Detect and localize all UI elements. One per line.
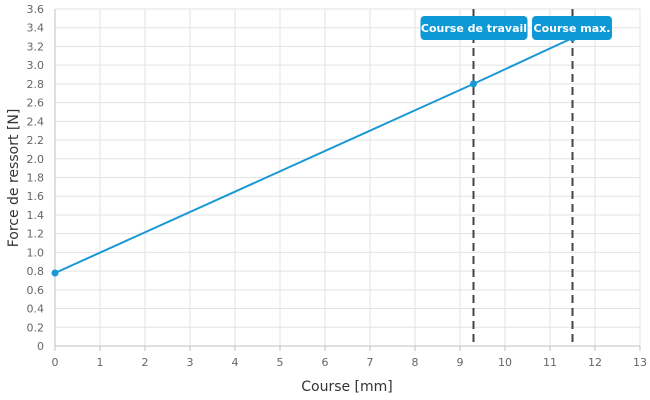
reference-label-box-1 (532, 16, 612, 40)
grid (54, 8, 641, 347)
x-tick-label-6: 6 (322, 356, 329, 369)
x-tick-label-7: 7 (367, 356, 374, 369)
y-tick-label-7: 1.4 (27, 209, 45, 222)
x-tick-label-12: 12 (588, 356, 602, 369)
y-tick-label-18: 3.6 (27, 3, 45, 16)
x-tick-label-13: 13 (633, 356, 647, 369)
x-tick-label-11: 11 (543, 356, 557, 369)
y-tick-label-13: 2.6 (27, 97, 45, 110)
reference-labels: Course de travail Course max. (420, 16, 612, 40)
y-tick-label-3: 0.6 (27, 284, 45, 297)
x-axis-title: Course [mm] (301, 379, 393, 395)
x-tick-label-4: 4 (232, 356, 239, 369)
x-tick-label-8: 8 (412, 356, 419, 369)
series-line-0 (54, 37, 573, 274)
x-tick-label-0: 0 (52, 356, 59, 369)
y-tick-label-10: 2.0 (27, 153, 45, 166)
tick-labels: 0 1 2 3 4 5 6 7 8 9 10 11 12 1300.20.40.60.81.01.21.4… (27, 3, 648, 369)
reference-lines (472, 9, 574, 346)
x-tick-label-5: 5 (277, 356, 284, 369)
x-tick-label-3: 3 (187, 356, 194, 369)
y-tick-label-6: 1.2 (27, 228, 45, 241)
y-tick-label-15: 3.0 (27, 59, 45, 72)
x-tick-label-2: 2 (142, 356, 149, 369)
reference-label-0: Course de travail (421, 22, 527, 35)
y-tick-label-2: 0.4 (27, 303, 45, 316)
y-tick-label-17: 3.4 (27, 22, 45, 35)
y-tick-label-12: 2.4 (27, 115, 45, 128)
reference-label-1: Course max. (534, 22, 611, 35)
series-layer (51, 34, 576, 277)
y-tick-label-0: 0 (37, 340, 44, 353)
y-tick-label-11: 2.2 (27, 134, 45, 147)
x-tick-label-10: 10 (498, 356, 512, 369)
y-tick-label-16: 3.2 (27, 40, 45, 53)
x-tick-label-9: 9 (457, 356, 464, 369)
y-tick-label-14: 2.8 (27, 78, 45, 91)
y-tick-label-1: 0.2 (27, 321, 45, 334)
y-tick-label-5: 1.0 (27, 246, 45, 259)
y-tick-label-4: 0.8 (27, 265, 45, 278)
y-axis-title: Force de ressort [N] (6, 109, 22, 248)
data-point-0-1 (470, 80, 477, 88)
reference-label-box-0 (420, 16, 528, 40)
y-tick-label-9: 1.8 (27, 172, 45, 185)
data-point-0-0 (51, 269, 59, 277)
axes (54, 9, 641, 351)
x-tick-label-1: 1 (97, 356, 104, 369)
y-tick-label-8: 1.6 (27, 190, 45, 203)
